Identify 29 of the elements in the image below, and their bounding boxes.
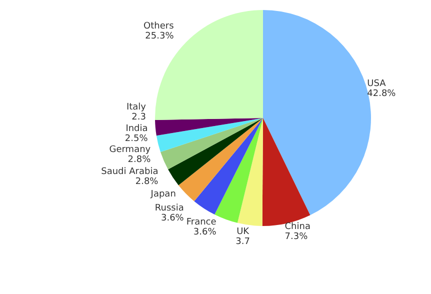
data-label: 3.6% [193, 228, 217, 238]
pie-slice [237, 118, 263, 226]
data-label: 3.6% [160, 213, 184, 224]
pie-slice [156, 118, 263, 152]
slice-label: Russia [154, 203, 184, 214]
data-label: 2.3 [132, 112, 146, 122]
slice-label: USA [367, 78, 387, 89]
slice-label: India [126, 124, 148, 134]
data-label: 2.8% [128, 155, 152, 166]
pie-slice [155, 118, 263, 136]
slice-label: China [284, 222, 310, 232]
slice-label: Japan [150, 190, 176, 200]
data-label: 3.7 [236, 237, 250, 248]
pie-slice [214, 118, 263, 223]
pie-slice [194, 118, 263, 215]
slice-label: France [186, 218, 217, 228]
slice-label: Saudi Arabia [101, 167, 158, 178]
pie-slice [168, 118, 263, 186]
data-label: 7.3% [284, 232, 308, 242]
data-label: 42.8% [367, 88, 396, 99]
slice-label: Others [144, 21, 174, 32]
data-label: 2.8% [135, 177, 159, 188]
slice-label: Italy [126, 102, 147, 112]
pie-slice [160, 118, 263, 170]
slice-label: UK [236, 227, 250, 238]
data-label: 25.3% [145, 31, 174, 42]
pie-slice [178, 118, 263, 202]
data-label: 2.5% [124, 134, 148, 144]
slice-label: Germany [109, 145, 152, 156]
